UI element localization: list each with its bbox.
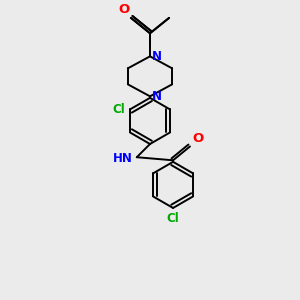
Text: N: N [152,90,161,103]
Text: Cl: Cl [113,103,125,116]
Text: HN: HN [113,152,133,165]
Text: Cl: Cl [167,212,179,225]
Text: O: O [118,3,129,16]
Text: O: O [192,132,204,145]
Text: N: N [152,50,161,63]
